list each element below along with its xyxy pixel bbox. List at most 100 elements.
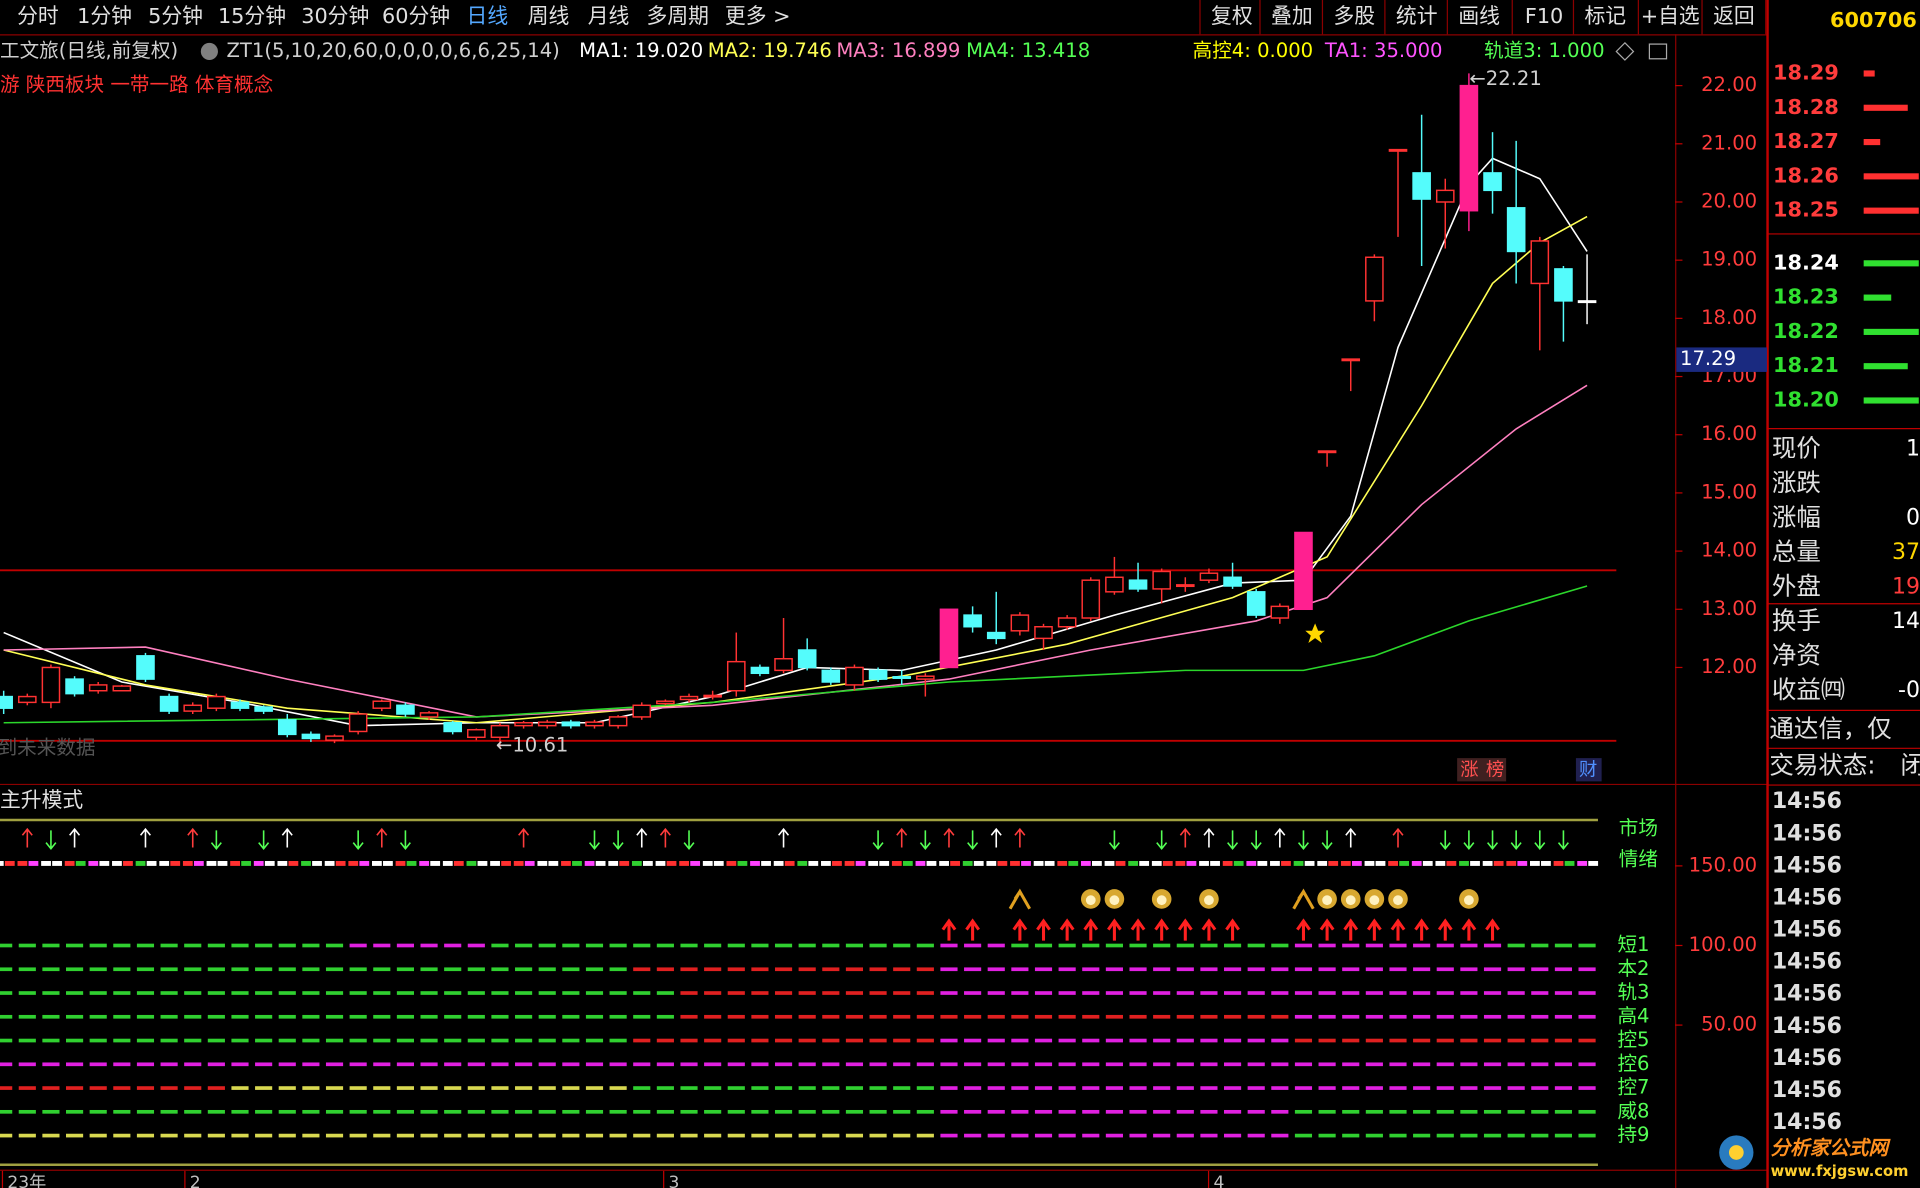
status-dash bbox=[1034, 1133, 1053, 1138]
status-dash bbox=[1294, 1086, 1313, 1090]
money-icon-inner bbox=[1322, 895, 1332, 906]
candle-body bbox=[443, 722, 463, 733]
arrow-signal bbox=[1557, 830, 1569, 851]
status-dash bbox=[869, 991, 887, 995]
mood-dash bbox=[17, 860, 28, 866]
money-icon-inner bbox=[1369, 895, 1380, 906]
status-dash bbox=[1342, 943, 1360, 948]
x-tick-label: 4 bbox=[1213, 1173, 1224, 1188]
status-dash bbox=[1176, 943, 1194, 948]
status-dash bbox=[184, 1133, 202, 1138]
status-dash bbox=[491, 1014, 509, 1019]
mood-dash bbox=[1128, 860, 1139, 866]
toolbar-button[interactable]: 1分钟 bbox=[77, 4, 132, 28]
toolbar-button[interactable]: 复权 bbox=[1211, 4, 1253, 28]
status-dash bbox=[1247, 943, 1265, 948]
status-dash bbox=[1105, 1109, 1123, 1114]
indicator-value: 高控4: 0.000 bbox=[1193, 39, 1313, 62]
status-dash bbox=[680, 1109, 698, 1114]
toolbar-button[interactable]: 画线 bbox=[1458, 4, 1500, 28]
status-dash bbox=[798, 1109, 816, 1114]
arrow-signal bbox=[683, 830, 695, 851]
status-dash bbox=[869, 943, 887, 948]
status-dash bbox=[396, 1014, 414, 1019]
toolbar-button[interactable]: 多周期 bbox=[647, 4, 709, 28]
status-dash bbox=[113, 1109, 131, 1114]
mood-dash bbox=[537, 860, 548, 866]
status-dash bbox=[1460, 1038, 1478, 1043]
mood-dash bbox=[608, 860, 619, 866]
status-dash bbox=[1578, 1109, 1596, 1114]
toolbar-button[interactable]: 多股 bbox=[1333, 4, 1375, 28]
status-dash bbox=[585, 1038, 604, 1043]
status-dash bbox=[822, 1038, 840, 1043]
toolbar-button[interactable]: 分时 bbox=[17, 4, 59, 28]
mood-dash bbox=[193, 860, 204, 866]
candle-body bbox=[372, 700, 392, 709]
y-tick-label: 21.00 bbox=[1701, 131, 1757, 154]
status-dash bbox=[515, 991, 533, 995]
status-dash bbox=[396, 1133, 414, 1138]
buy-arrow bbox=[1059, 918, 1075, 941]
toolbar-button[interactable]: 标记 bbox=[1585, 4, 1627, 28]
status-dash bbox=[1200, 1014, 1218, 1019]
status-dash bbox=[160, 991, 178, 995]
status-dash bbox=[1129, 1062, 1147, 1067]
status-dash bbox=[656, 1038, 674, 1043]
mood-dash bbox=[595, 860, 606, 866]
status-dash bbox=[1153, 1133, 1171, 1138]
status-dash bbox=[633, 967, 651, 972]
status-dash bbox=[893, 1086, 911, 1090]
status-dash bbox=[1578, 1038, 1596, 1043]
mood-dash bbox=[950, 860, 960, 866]
arrow-signal bbox=[990, 827, 1002, 848]
status-dash bbox=[562, 991, 580, 995]
mood-dash bbox=[490, 860, 500, 866]
mood-dash bbox=[1162, 860, 1173, 866]
toolbar-button[interactable]: 统计 bbox=[1396, 4, 1438, 28]
mood-dash bbox=[1564, 860, 1575, 866]
toolbar-button[interactable]: 60分钟 bbox=[382, 4, 450, 28]
status-dash bbox=[89, 943, 107, 948]
status-dash bbox=[278, 1086, 296, 1090]
status-dash bbox=[940, 1014, 958, 1019]
toolbar-button[interactable]: 周线 bbox=[528, 4, 570, 28]
status-dash bbox=[1058, 943, 1076, 948]
toolbar-button[interactable]: 叠加 bbox=[1271, 4, 1313, 28]
mood-dash bbox=[844, 860, 855, 866]
toolbar-button[interactable]: 返回 bbox=[1713, 4, 1755, 28]
status-dash bbox=[704, 991, 722, 995]
toolbar-button[interactable]: 月线 bbox=[588, 4, 630, 28]
toolbar-button[interactable]: 更多 > bbox=[725, 4, 791, 28]
status-dash bbox=[1483, 1062, 1502, 1067]
status-dash bbox=[420, 1062, 438, 1067]
status-dash bbox=[1365, 1109, 1383, 1114]
status-dash bbox=[727, 1014, 745, 1019]
future-note: 到未来数据 bbox=[0, 736, 95, 759]
mood-dash bbox=[41, 860, 51, 866]
status-dash bbox=[680, 967, 698, 972]
toolbar-button[interactable]: 15分钟 bbox=[218, 4, 286, 28]
toolbar-button[interactable]: +自选 bbox=[1641, 4, 1700, 28]
status-dash bbox=[964, 1086, 982, 1090]
status-dash bbox=[798, 1062, 816, 1067]
toolbar-button[interactable]: 5分钟 bbox=[148, 4, 203, 28]
status-dash bbox=[774, 991, 793, 995]
status-dash bbox=[325, 1038, 344, 1043]
toolbar-button[interactable]: F10 bbox=[1525, 4, 1563, 28]
mood-dash bbox=[372, 860, 382, 866]
arrow-signal bbox=[352, 830, 364, 851]
toolbar-button[interactable]: 30分钟 bbox=[301, 4, 369, 28]
mood-dash bbox=[1435, 860, 1446, 866]
status-dash bbox=[231, 991, 249, 995]
status-dash bbox=[1318, 1109, 1336, 1114]
toolbar-button[interactable]: 日线 bbox=[467, 4, 509, 28]
status-dash bbox=[66, 1133, 84, 1138]
mood-dash bbox=[821, 860, 831, 866]
status-dash bbox=[774, 1133, 793, 1138]
status-dash bbox=[1082, 967, 1100, 972]
status-dash bbox=[349, 1133, 367, 1138]
status-dash bbox=[255, 1086, 273, 1090]
order-price: 18.21 bbox=[1773, 353, 1839, 377]
candle-body bbox=[1081, 579, 1101, 619]
